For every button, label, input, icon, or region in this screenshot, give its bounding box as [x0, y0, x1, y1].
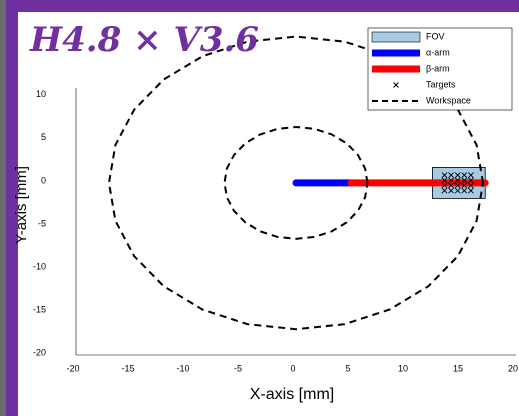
target-marker [454, 172, 461, 179]
target-marker [467, 172, 474, 179]
target-marker [467, 177, 474, 184]
x-tick-label: -10 [176, 363, 189, 373]
x-tick-label: 0 [290, 363, 295, 373]
y-tick-label: 5 [41, 132, 46, 142]
x-tick-label: 20 [508, 363, 518, 373]
y-axis-label: Y-axis [mm] [13, 166, 30, 244]
target-marker [441, 177, 448, 184]
workspace-line [223, 125, 369, 240]
target-marker [467, 182, 474, 189]
x-axis-label: X-axis [mm] [250, 386, 334, 403]
y-tick-label: -20 [33, 347, 46, 357]
legend-label: FOV [426, 31, 445, 41]
legend-label: β-arm [426, 63, 450, 73]
legend-swatch [393, 82, 399, 88]
target-marker [461, 182, 468, 189]
target-marker [461, 177, 468, 184]
target-marker [441, 172, 448, 179]
legend-label: Workspace [426, 95, 471, 105]
legend-label: α-arm [426, 47, 450, 57]
target-marker [448, 182, 455, 189]
y-tick-label: -5 [38, 218, 46, 228]
x-tick-label: 5 [345, 363, 350, 373]
legend-label: Targets [426, 79, 456, 89]
target-marker [441, 187, 448, 194]
target-marker [461, 172, 468, 179]
target-marker [448, 172, 455, 179]
legend-swatch [371, 31, 421, 43]
x-tick-label: -20 [66, 363, 79, 373]
x-tick-label: -5 [234, 363, 242, 373]
target-marker [448, 177, 455, 184]
workspace-line [107, 35, 484, 331]
y-tick-label: -10 [33, 261, 46, 271]
target-marker [461, 187, 468, 194]
y-tick-label: -15 [33, 304, 46, 314]
x-tick-label: -15 [121, 363, 134, 373]
target-marker [454, 187, 461, 194]
x-tick-label: 10 [398, 363, 408, 373]
target-marker [454, 177, 461, 184]
target-marker [467, 187, 474, 194]
x-tick-label: 15 [453, 363, 463, 373]
target-marker [454, 182, 461, 189]
target-marker [448, 187, 455, 194]
target-marker [441, 182, 448, 189]
y-tick-label: 10 [36, 89, 46, 99]
plot: -20 -15 -10 -5 0 5 10 15 20 -20 -15 -10 -5 0 5 10 FOV α-a… [33, 27, 518, 373]
y-tick-label: 0 [41, 175, 46, 185]
chart-title: H4.8 × V3.6 [29, 20, 259, 60]
